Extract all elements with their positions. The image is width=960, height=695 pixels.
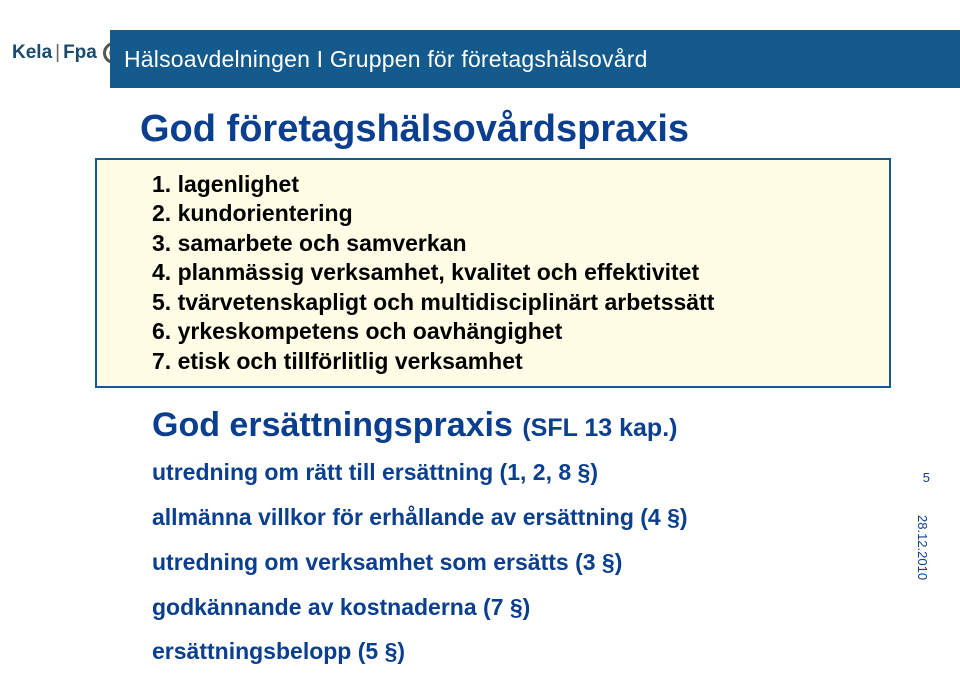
list-item: allmänna villkor för erhållande av ersät… [152, 495, 688, 540]
list-item: utredning om rätt till ersättning (1, 2,… [152, 450, 688, 495]
principle-item: 6. yrkeskompetens och oavhängighet [152, 317, 834, 346]
section-title-paren: (SFL 13 kap.) [522, 414, 677, 442]
principles-box: 1. lagenlighet 2. kundorientering 3. sam… [95, 158, 891, 388]
list-item: godkännande av kostnaderna (7 §) [152, 585, 688, 630]
principle-item: 7. etisk och tillförlitlig verksamhet [152, 347, 834, 376]
compensation-list: utredning om rätt till ersättning (1, 2,… [152, 450, 688, 674]
page-meta: 5 28.12.2010 [915, 470, 930, 580]
section-title-main: God ersättningspraxis [152, 406, 513, 444]
principle-item: 4. planmässig verksamhet, kvalitet och e… [152, 258, 834, 287]
header-title: Hälsoavdelningen I Gruppen för företagsh… [124, 46, 648, 73]
header-bar: Hälsoavdelningen I Gruppen för företagsh… [110, 30, 960, 88]
list-item: utredning om verksamhet som ersätts (3 §… [152, 540, 688, 585]
brand-right: Fpa [63, 42, 97, 64]
section-title: God ersättningspraxis (SFL 13 kap.) [152, 406, 677, 445]
page-title: God företagshälsovårdspraxis [140, 108, 689, 151]
principle-item: 3. samarbete och samverkan [152, 229, 834, 258]
principle-item: 2. kundorientering [152, 199, 834, 228]
list-item: ersättningsbelopp (5 §) [152, 629, 688, 674]
page-date: 28.12.2010 [915, 515, 930, 580]
principle-item: 5. tvärvetenskapligt och multidisciplinä… [152, 288, 834, 317]
brand-left: Kela [12, 42, 52, 64]
page-number: 5 [915, 470, 930, 485]
principle-item: 1. lagenlighet [152, 170, 834, 199]
brand-separator: | [55, 42, 60, 64]
